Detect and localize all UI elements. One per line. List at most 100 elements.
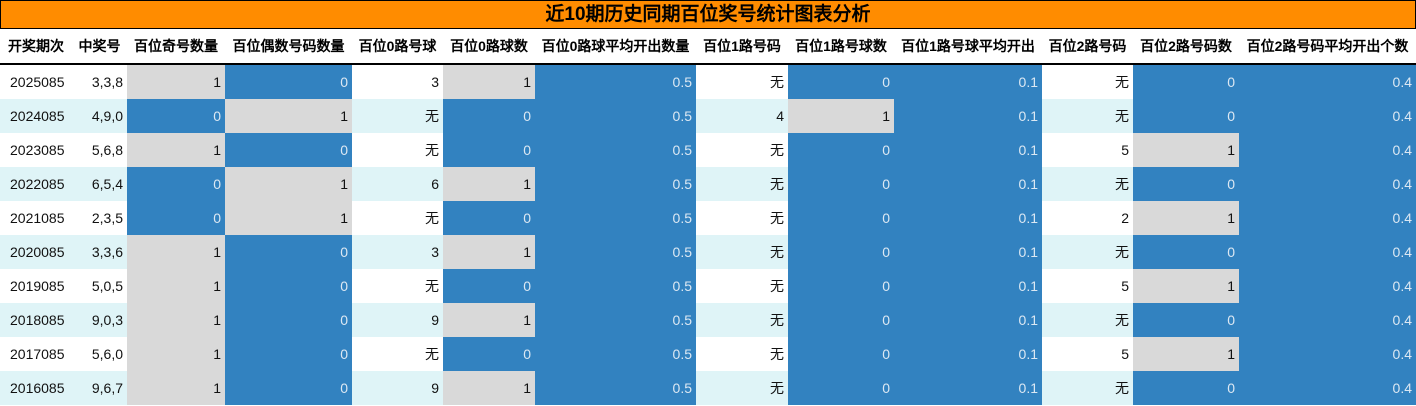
table-cell[interactable]: 1 — [443, 64, 535, 99]
table-cell[interactable]: 0 — [225, 303, 352, 337]
table-cell[interactable]: 无 — [696, 303, 788, 337]
table-cell[interactable]: 2022085 — [0, 167, 72, 201]
table-cell[interactable]: 9 — [352, 303, 443, 337]
table-cell[interactable]: 无 — [352, 99, 443, 133]
table-cell[interactable]: 0.4 — [1239, 64, 1416, 99]
column-header[interactable]: 百位1路号码 — [696, 29, 788, 65]
table-cell[interactable]: 0 — [127, 99, 225, 133]
table-cell[interactable]: 2023085 — [10, 142, 65, 158]
table-cell[interactable]: 0 — [225, 235, 352, 269]
table-cell[interactable]: 0 — [1133, 371, 1239, 405]
table-cell[interactable]: 0.4 — [1239, 303, 1416, 337]
table-cell[interactable]: 5,0,5 — [91, 278, 123, 294]
table-cell[interactable]: 0 — [1133, 99, 1239, 133]
table-cell[interactable]: 0.5 — [535, 269, 696, 303]
table-cell[interactable]: 1 — [225, 99, 352, 133]
table-cell[interactable]: 6,5,4 — [72, 167, 127, 201]
table-cell[interactable]: 0.5 — [535, 64, 696, 99]
table-cell[interactable]: 0 — [225, 269, 352, 303]
table-cell[interactable]: 0 — [788, 133, 894, 167]
column-header[interactable]: 开奖期次 — [0, 29, 72, 65]
column-header[interactable]: 百位1路号球平均开出 — [894, 29, 1042, 65]
table-cell[interactable]: 0 — [443, 201, 535, 235]
table-cell[interactable]: 无 — [1042, 235, 1133, 269]
table-cell[interactable]: 0.1 — [894, 235, 1042, 269]
table-cell[interactable]: 无 — [1042, 371, 1133, 405]
table-cell[interactable]: 0 — [1133, 235, 1239, 269]
table-cell[interactable]: 无 — [696, 371, 788, 405]
table-cell[interactable]: 1 — [127, 269, 225, 303]
column-header[interactable]: 百位奇号数量 — [127, 29, 225, 65]
table-cell[interactable]: 1 — [1133, 201, 1239, 235]
table-cell[interactable]: 无 — [425, 278, 439, 294]
table-cell[interactable]: 2018085 — [0, 303, 72, 337]
table-cell[interactable]: 1 — [225, 201, 352, 235]
table-cell[interactable]: 0 — [443, 99, 535, 133]
table-cell[interactable]: 1 — [1133, 337, 1239, 371]
table-cell[interactable]: 2025085 — [10, 74, 65, 90]
table-cell[interactable]: 无 — [696, 167, 788, 201]
table-cell[interactable]: 无 — [770, 142, 784, 158]
table-cell[interactable]: 2 — [1121, 210, 1129, 226]
table-cell[interactable]: 1 — [1133, 133, 1239, 167]
table-cell[interactable]: 9 — [352, 371, 443, 405]
table-cell[interactable]: 1 — [127, 235, 225, 269]
table-cell[interactable]: 0 — [225, 337, 352, 371]
table-cell[interactable]: 0 — [443, 337, 535, 371]
table-cell[interactable]: 0 — [225, 371, 352, 405]
table-cell[interactable]: 无 — [425, 142, 439, 158]
table-cell[interactable]: 0 — [127, 201, 225, 235]
table-cell[interactable]: 0.1 — [894, 201, 1042, 235]
table-cell[interactable]: 0 — [788, 167, 894, 201]
table-cell[interactable]: 9,0,3 — [72, 303, 127, 337]
table-cell[interactable]: 1 — [127, 64, 225, 99]
table-cell[interactable]: 0.4 — [1239, 167, 1416, 201]
table-cell[interactable]: 0 — [443, 269, 535, 303]
table-cell[interactable]: 无 — [1042, 99, 1133, 133]
table-cell[interactable]: 1 — [127, 337, 225, 371]
table-cell[interactable]: 0 — [1133, 303, 1239, 337]
table-cell[interactable]: 0 — [1133, 64, 1239, 99]
table-cell[interactable]: 1 — [127, 371, 225, 405]
table-cell[interactable]: 1 — [443, 235, 535, 269]
table-cell[interactable]: 4 — [696, 99, 788, 133]
table-cell[interactable]: 0 — [788, 337, 894, 371]
table-cell[interactable]: 无 — [1042, 167, 1133, 201]
table-cell[interactable]: 无 — [770, 74, 784, 90]
table-cell[interactable]: 0.1 — [894, 99, 1042, 133]
table-cell[interactable]: 0 — [225, 64, 352, 99]
table-cell[interactable]: 0.4 — [1239, 99, 1416, 133]
column-header[interactable]: 百位2路号码 — [1042, 29, 1133, 65]
table-cell[interactable]: 无 — [770, 210, 784, 226]
table-cell[interactable]: 1 — [1133, 269, 1239, 303]
table-cell[interactable]: 4,9,0 — [72, 99, 127, 133]
table-cell[interactable]: 2021085 — [10, 210, 65, 226]
table-cell[interactable]: 0.4 — [1239, 201, 1416, 235]
table-cell[interactable]: 5 — [1121, 278, 1129, 294]
column-header[interactable]: 百位0路球平均开出数量 — [535, 29, 696, 65]
table-cell[interactable]: 1 — [443, 303, 535, 337]
table-cell[interactable]: 1 — [788, 99, 894, 133]
table-cell[interactable]: 0 — [788, 303, 894, 337]
table-cell[interactable]: 3,3,8 — [91, 74, 123, 90]
table-cell[interactable]: 0.5 — [535, 201, 696, 235]
table-cell[interactable]: 0.1 — [894, 64, 1042, 99]
table-cell[interactable]: 0.5 — [535, 133, 696, 167]
table-cell[interactable]: 0.4 — [1239, 269, 1416, 303]
table-cell[interactable]: 无 — [1115, 74, 1129, 90]
table-cell[interactable]: 0.5 — [535, 99, 696, 133]
table-cell[interactable]: 1 — [443, 167, 535, 201]
table-cell[interactable]: 0 — [788, 64, 894, 99]
table-cell[interactable]: 无 — [696, 235, 788, 269]
table-cell[interactable]: 无 — [770, 346, 784, 362]
table-cell[interactable]: 1 — [127, 133, 225, 167]
table-cell[interactable]: 0.1 — [894, 371, 1042, 405]
table-cell[interactable]: 9,6,7 — [72, 371, 127, 405]
table-cell[interactable]: 0 — [225, 133, 352, 167]
table-cell[interactable]: 无 — [1042, 303, 1133, 337]
table-cell[interactable]: 0.5 — [535, 303, 696, 337]
column-header[interactable]: 百位0路球数 — [443, 29, 535, 65]
table-cell[interactable]: 0 — [788, 371, 894, 405]
table-cell[interactable]: 0 — [788, 269, 894, 303]
column-header[interactable]: 百位2路号码平均开出个数 — [1239, 29, 1416, 65]
